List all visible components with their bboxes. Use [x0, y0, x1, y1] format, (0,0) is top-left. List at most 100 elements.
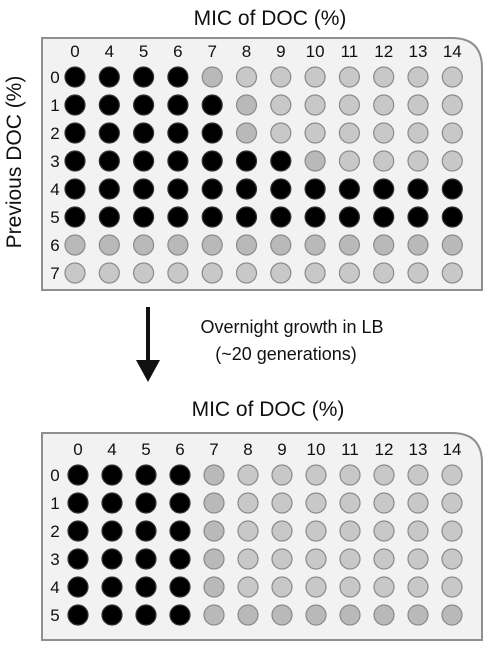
well-growth: [135, 604, 157, 626]
well-no-growth: [305, 576, 327, 598]
well-growth: [64, 150, 86, 172]
well-no-growth: [441, 548, 463, 570]
row-label: 2: [50, 124, 59, 143]
well-no-growth: [237, 492, 259, 514]
well-no-growth: [339, 604, 361, 626]
well-growth: [101, 604, 123, 626]
well-no-growth: [305, 604, 327, 626]
well-no-growth: [203, 492, 225, 514]
well-growth: [373, 178, 395, 200]
well-no-growth: [237, 548, 259, 570]
well-no-growth: [271, 576, 293, 598]
well-no-growth: [304, 150, 326, 172]
well-no-growth: [270, 122, 292, 144]
well-growth: [64, 206, 86, 228]
well-growth: [67, 604, 89, 626]
well-no-growth: [373, 464, 395, 486]
well-no-growth: [338, 150, 360, 172]
well-no-growth: [407, 576, 429, 598]
well-growth: [201, 178, 223, 200]
well-growth: [201, 150, 223, 172]
well-growth: [98, 94, 120, 116]
well-no-growth: [441, 66, 463, 88]
transition-line-2: (~20 generations): [215, 344, 357, 364]
column-label: 0: [70, 42, 79, 61]
well-growth: [101, 576, 123, 598]
well-no-growth: [203, 464, 225, 486]
well-no-growth: [407, 520, 429, 542]
top-plate-row-labels: 0 1 2 3 4 5 6 7: [50, 68, 59, 283]
column-label: 5: [139, 42, 148, 61]
well-growth: [304, 206, 326, 228]
well-no-growth: [407, 122, 429, 144]
well-growth: [101, 464, 123, 486]
well-no-growth: [407, 548, 429, 570]
column-label: 5: [141, 440, 150, 459]
well-no-growth: [304, 122, 326, 144]
well-growth: [67, 576, 89, 598]
well-no-growth: [373, 122, 395, 144]
column-label: 6: [173, 42, 182, 61]
well-growth: [407, 178, 429, 200]
well-no-growth: [305, 548, 327, 570]
well-growth: [167, 150, 189, 172]
column-label: 11: [341, 42, 359, 61]
well-growth: [441, 178, 463, 200]
well-no-growth: [339, 492, 361, 514]
well-no-growth: [441, 604, 463, 626]
well-growth: [133, 94, 155, 116]
well-growth: [98, 66, 120, 88]
well-growth: [64, 178, 86, 200]
well-growth: [133, 178, 155, 200]
row-label: 5: [50, 208, 59, 227]
well-no-growth: [407, 604, 429, 626]
row-label: 4: [50, 180, 59, 199]
well-growth: [135, 520, 157, 542]
well-growth: [135, 492, 157, 514]
column-label: 14: [443, 440, 462, 459]
well-no-growth: [271, 604, 293, 626]
well-no-growth: [235, 234, 258, 256]
top-plate-column-labels: 0 4 5 6 7 8 9 10 11 12 13 14: [70, 42, 461, 61]
well-no-growth: [305, 492, 327, 514]
well-no-growth: [304, 234, 326, 256]
well-no-growth: [98, 234, 120, 256]
well-no-growth: [167, 234, 189, 256]
column-label: 0: [73, 440, 82, 459]
column-label: 12: [374, 42, 393, 61]
column-label: 4: [105, 42, 114, 61]
well-growth: [201, 122, 223, 144]
well-no-growth: [407, 66, 429, 88]
column-label: 7: [209, 440, 218, 459]
well-no-growth: [304, 66, 326, 88]
well-no-growth: [271, 464, 293, 486]
column-label: 9: [276, 42, 285, 61]
well-growth: [67, 492, 89, 514]
well-no-growth: [338, 262, 360, 284]
well-no-growth: [338, 122, 360, 144]
well-no-growth: [203, 604, 225, 626]
well-no-growth: [64, 234, 86, 256]
well-growth: [167, 66, 189, 88]
well-no-growth: [373, 604, 395, 626]
well-growth: [167, 122, 189, 144]
well-growth: [169, 520, 191, 542]
well-no-growth: [270, 66, 292, 88]
well-growth: [235, 178, 258, 200]
well-growth: [67, 464, 89, 486]
row-label: 6: [50, 236, 59, 255]
bottom-plate-row-labels: 0 1 2 3 4 5: [50, 466, 59, 625]
well-growth: [167, 94, 189, 116]
well-no-growth: [441, 576, 463, 598]
well-growth: [373, 206, 395, 228]
well-no-growth: [373, 520, 395, 542]
well-no-growth: [235, 94, 258, 116]
column-label: 8: [242, 42, 251, 61]
well-no-growth: [305, 464, 327, 486]
well-no-growth: [237, 604, 259, 626]
row-label: 3: [50, 550, 59, 569]
well-growth: [270, 178, 292, 200]
well-no-growth: [338, 66, 360, 88]
well-no-growth: [407, 234, 429, 256]
well-no-growth: [201, 66, 223, 88]
